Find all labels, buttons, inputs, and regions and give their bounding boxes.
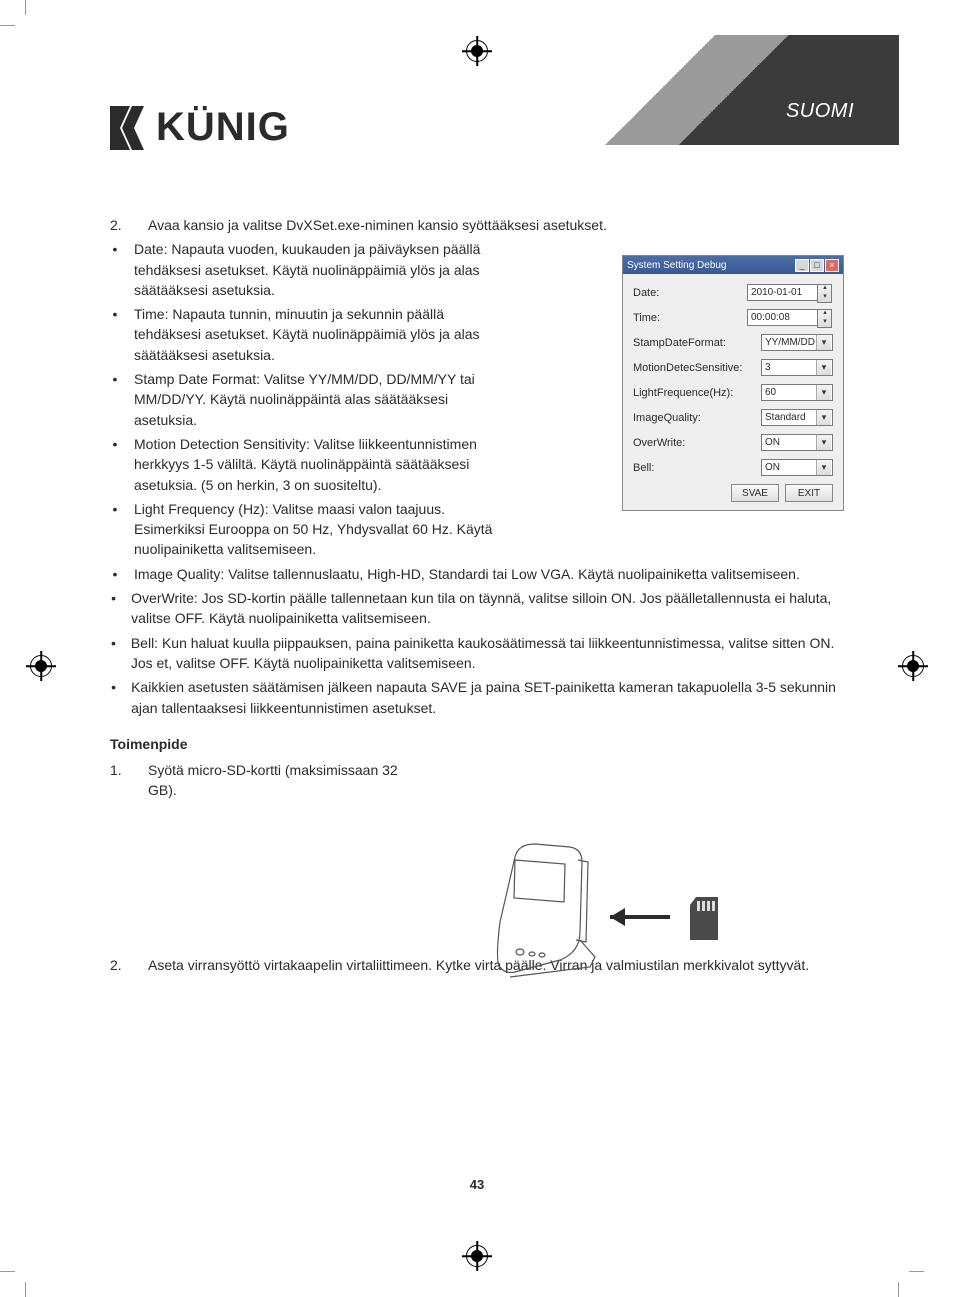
- list-item: • Bell: Kun haluat kuulla piippauksen, pa…: [110, 633, 850, 674]
- list-text: Avaa kansio ja valitse DvXSet.exe-nimine…: [148, 215, 607, 235]
- device-illustration: [460, 832, 730, 982]
- exit-button[interactable]: EXIT: [785, 484, 833, 502]
- list-text: Time: Napauta tunnin, minuutin ja sekunn…: [134, 304, 504, 365]
- field-label: OverWrite:: [633, 437, 761, 449]
- list-item: 1. Syötä micro-SD-kortti (maksimissaan 3…: [110, 760, 430, 801]
- dialog-field: Date:2010-01-01: [633, 284, 833, 301]
- dialog-buttons: SVAE EXIT: [633, 484, 833, 502]
- registration-mark-left-icon: [30, 655, 52, 677]
- dropdown-input[interactable]: ON: [761, 459, 833, 476]
- dialog-field: StampDateFormat:YY/MM/DD: [633, 334, 833, 351]
- dialog-field: ImageQuality:Standard: [633, 409, 833, 426]
- brand-logo: KÜNIG: [110, 105, 290, 150]
- dialog-titlebar: System Setting Debug _ □ ×: [623, 256, 843, 274]
- list-text: Date: Napauta vuoden, kuukauden ja päivä…: [134, 239, 504, 300]
- list-text: Image Quality: Valitse tallennuslaatu, H…: [134, 564, 800, 584]
- dialog-body: Date:2010-01-01Time:00:00:08StampDateFor…: [623, 274, 843, 510]
- dropdown-input[interactable]: YY/MM/DD: [761, 334, 833, 351]
- dialog-field: MotionDetecSensitive:3: [633, 359, 833, 376]
- field-label: Time:: [633, 312, 747, 324]
- registration-mark-bottom-icon: [466, 1245, 488, 1267]
- bullet-icon: •: [110, 677, 117, 718]
- bullet-icon: •: [110, 369, 120, 430]
- list-text: Stamp Date Format: Valitse YY/MM/DD, DD/…: [134, 369, 504, 430]
- bullet-icon: •: [110, 588, 117, 629]
- field-label: ImageQuality:: [633, 412, 761, 424]
- list-number: 2.: [110, 215, 126, 235]
- registration-mark-right-icon: [902, 655, 924, 677]
- field-label: Bell:: [633, 462, 761, 474]
- list-number: 1.: [110, 760, 126, 801]
- list-text: Syötä micro-SD-kortti (maksimissaan 32 G…: [148, 760, 430, 801]
- maximize-icon[interactable]: □: [810, 259, 824, 272]
- dialog-field: LightFrequence(Hz):60: [633, 384, 833, 401]
- field-label: Date:: [633, 287, 747, 299]
- dialog-field: OverWrite:ON: [633, 434, 833, 451]
- bullet-list-wide: • Image Quality: Valitse tallennuslaatu, …: [110, 564, 850, 718]
- spinner-input[interactable]: 00:00:08: [747, 309, 819, 326]
- list-text: Kaikkien asetusten säätämisen jälkeen na…: [131, 677, 850, 718]
- bullet-icon: •: [110, 239, 120, 300]
- header-banner: SUOMI: [519, 35, 899, 145]
- close-icon[interactable]: ×: [825, 259, 839, 272]
- konig-logo-icon: [110, 106, 144, 150]
- sd-card-icon: [690, 897, 718, 940]
- bullet-icon: •: [110, 499, 120, 560]
- brand-name: KÜNIG: [156, 105, 290, 150]
- list-item: • Image Quality: Valitse tallennuslaatu, …: [110, 564, 850, 584]
- list-item: • OverWrite: Jos SD-kortin päälle tallenn…: [110, 588, 850, 629]
- list-item: • Kaikkien asetusten säätämisen jälkeen n…: [110, 677, 850, 718]
- list-text: Light Frequency (Hz): Valitse maasi valo…: [134, 499, 504, 560]
- bullet-icon: •: [110, 304, 120, 365]
- spinner-input[interactable]: 2010-01-01: [747, 284, 819, 301]
- list-text: Motion Detection Sensitivity: Valitse li…: [134, 434, 504, 495]
- field-label: StampDateFormat:: [633, 337, 761, 349]
- list-number: 2.: [110, 955, 126, 975]
- list-text: Bell: Kun haluat kuulla piippauksen, pai…: [131, 633, 850, 674]
- procedure-heading: Toimenpide: [110, 734, 850, 754]
- list-text: OverWrite: Jos SD-kortin päälle tallenne…: [131, 588, 850, 629]
- minimize-icon[interactable]: _: [795, 259, 809, 272]
- page-number: 43: [470, 1177, 484, 1192]
- dropdown-input[interactable]: 3: [761, 359, 833, 376]
- settings-dialog: System Setting Debug _ □ × Date:2010-01-…: [622, 255, 844, 511]
- registration-mark-top-icon: [466, 40, 488, 62]
- save-button[interactable]: SVAE: [731, 484, 779, 502]
- list-item: 2. Avaa kansio ja valitse DvXSet.exe-nim…: [110, 215, 850, 235]
- dialog-field: Time:00:00:08: [633, 309, 833, 326]
- bullet-icon: •: [110, 633, 117, 674]
- field-label: LightFrequence(Hz):: [633, 387, 761, 399]
- bullet-icon: •: [110, 564, 120, 584]
- dropdown-input[interactable]: 60: [761, 384, 833, 401]
- dropdown-input[interactable]: Standard: [761, 409, 833, 426]
- bullet-icon: •: [110, 434, 120, 495]
- dialog-field: Bell:ON: [633, 459, 833, 476]
- dialog-title: System Setting Debug: [627, 260, 727, 271]
- language-tag: SUOMI: [786, 100, 854, 123]
- dropdown-input[interactable]: ON: [761, 434, 833, 451]
- field-label: MotionDetecSensitive:: [633, 362, 761, 374]
